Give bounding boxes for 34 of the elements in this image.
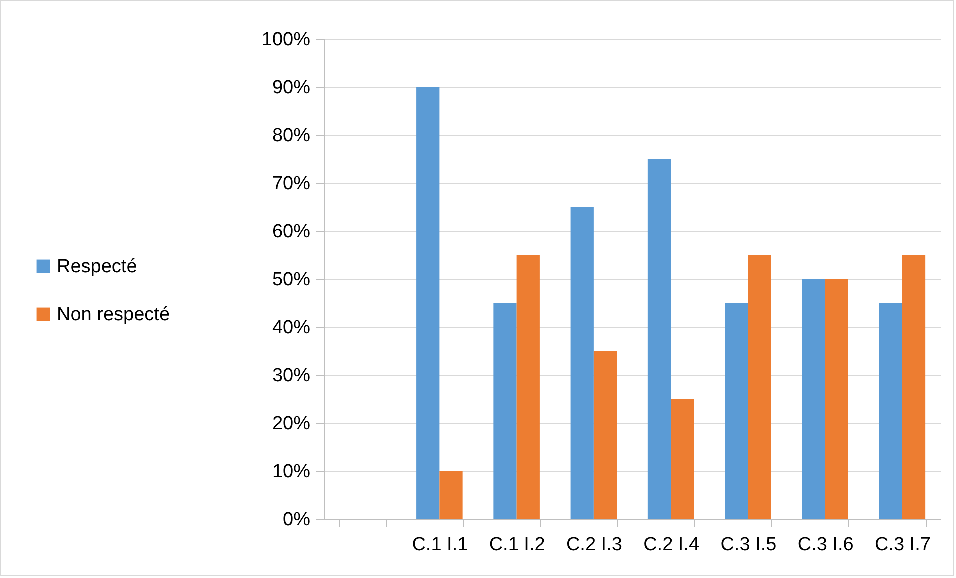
y-tick-label: 0% xyxy=(283,510,311,530)
legend-label: Respecté xyxy=(57,256,138,278)
x-tick-label: C.1 I.1 xyxy=(412,534,468,556)
bar xyxy=(879,303,902,519)
bar xyxy=(416,87,440,519)
x-tick-label: C.3 I.7 xyxy=(874,534,931,556)
x-tick-label: C.2 I.3 xyxy=(566,534,622,556)
y-tick-label: 100% xyxy=(262,30,311,50)
x-tick-label: C.1 I.2 xyxy=(489,534,546,556)
x-tick-label: C.2 I.4 xyxy=(644,534,700,556)
bar xyxy=(440,471,463,519)
y-tick-label: 50% xyxy=(272,270,311,290)
bar xyxy=(902,255,926,519)
y-tick-label: 10% xyxy=(272,462,311,482)
bar xyxy=(648,159,672,519)
x-tick-label: C.3 I.6 xyxy=(798,534,854,556)
y-tick-label: 20% xyxy=(272,414,311,434)
bar xyxy=(825,279,848,519)
bar xyxy=(594,351,618,519)
y-tick-label: 90% xyxy=(272,78,311,98)
bar xyxy=(802,279,826,519)
legend-label: Non respecté xyxy=(57,304,170,326)
bar xyxy=(725,303,748,519)
bar xyxy=(494,303,517,519)
y-tick-label: 40% xyxy=(272,318,311,338)
y-tick-label: 60% xyxy=(272,222,311,242)
bar xyxy=(671,399,694,519)
bar xyxy=(748,255,772,519)
x-tick-label: C.3 I.5 xyxy=(720,534,777,556)
bar xyxy=(570,207,594,519)
y-tick-label: 70% xyxy=(272,174,311,194)
y-tick-label: 80% xyxy=(272,126,311,146)
bar xyxy=(516,255,540,519)
y-tick-label: 30% xyxy=(272,366,311,386)
